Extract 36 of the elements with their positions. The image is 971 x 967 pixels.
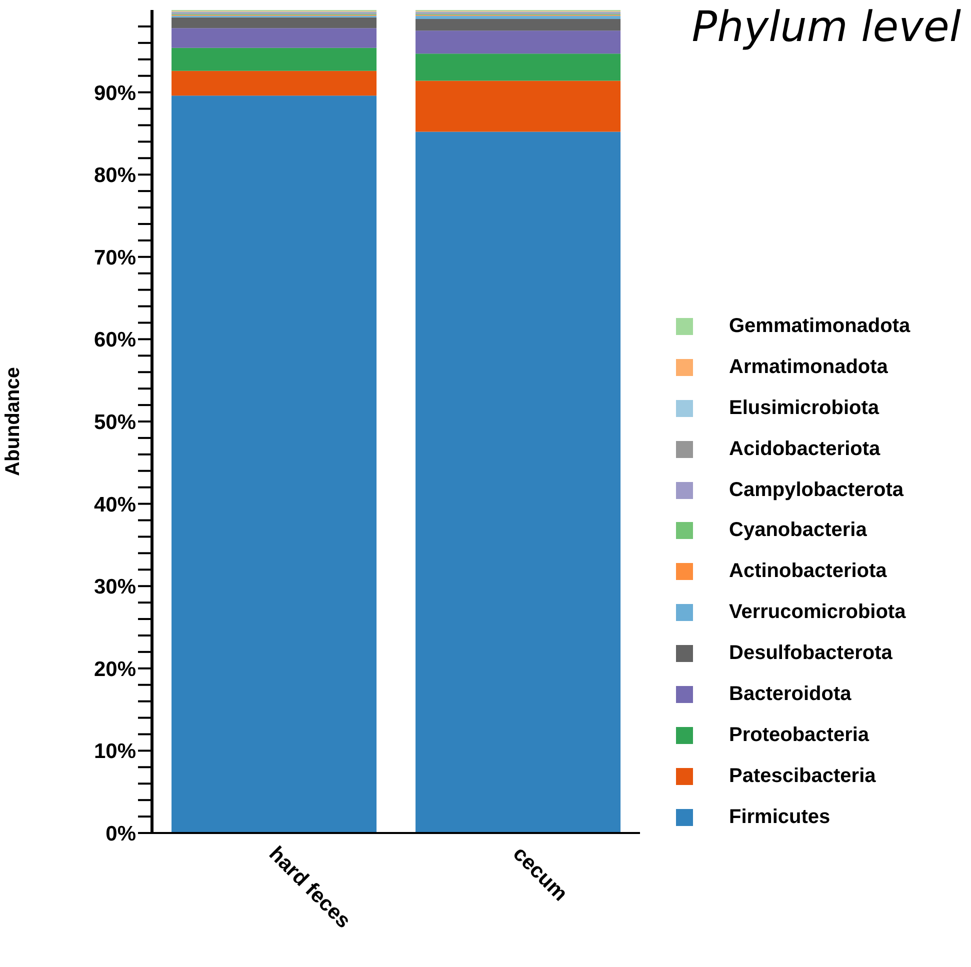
y-tick-label: 40% [94,493,136,516]
legend-label: Gemmatimonadota [729,314,910,338]
legend-label: Bacteroidota [729,682,852,706]
legend-label: Armatimonadota [729,356,888,379]
legend-label: Desulfobacterota [729,642,892,666]
y-axis-title: Abundance [2,367,24,476]
bar [416,54,621,81]
bar [172,48,377,71]
y-tick-label: 80% [94,164,136,188]
bar [172,96,377,833]
bar [172,70,377,96]
legend-label: Actinobacteriota [729,560,887,584]
bar [416,30,621,54]
legend-label: Acidobacteriota [729,438,880,461]
bar [416,80,621,132]
y-tick-label: 50% [94,410,136,434]
bar [416,132,621,833]
legend-label: Elusimicrobiota [729,396,880,420]
y-tick-label: 30% [94,576,136,599]
legend-label: Campylobacterota [729,478,904,502]
y-tick-label: 60% [94,328,136,352]
bar [416,19,621,31]
bar [172,28,377,48]
legend-label: Patescibacteria [729,764,876,788]
text: Phylum level [692,2,961,51]
legend-label: Verrucomicrobiota [729,601,906,624]
y-tick-label: 90% [94,82,136,105]
y-tick-label: 10% [94,740,136,764]
bar [416,16,621,20]
legend-label: Firmicutes [729,806,830,829]
y-tick-label: 0% [106,822,136,846]
legend-label: Cyanobacteria [729,519,867,542]
y-tick-label: 20% [94,658,136,681]
y-tick-label: 70% [94,246,136,270]
bar [172,17,377,28]
legend-label: Proteobacteria [729,724,870,747]
